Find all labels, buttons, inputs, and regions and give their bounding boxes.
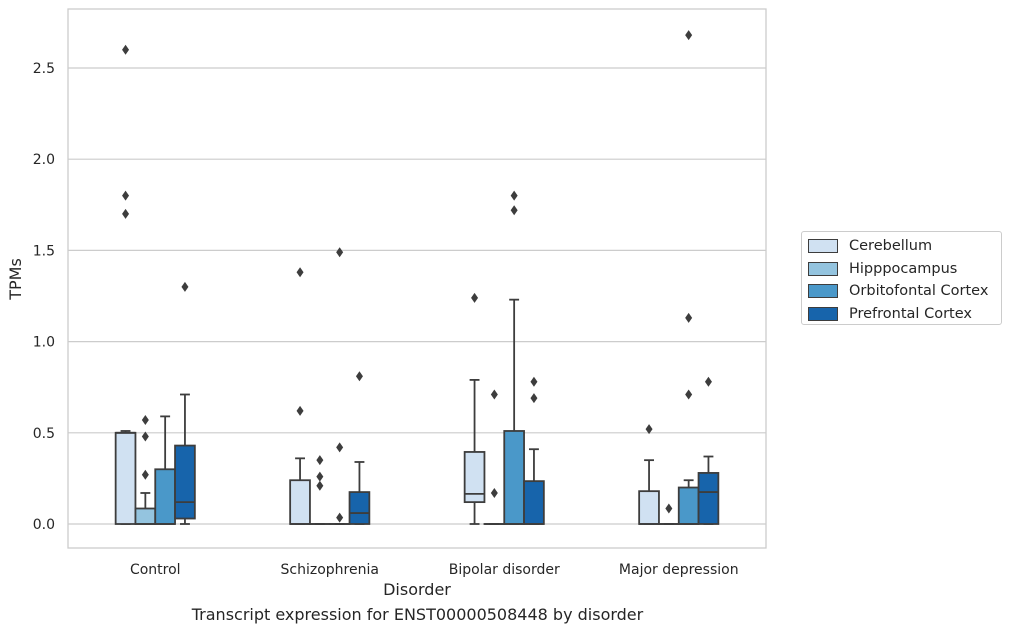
legend-item-hippocampus: Hipppocampus <box>808 258 1001 281</box>
outlier-point <box>181 281 189 292</box>
box <box>523 480 545 525</box>
y-tick-label: 2.0 <box>33 152 55 168</box>
outlier-point <box>530 393 538 404</box>
y-tick-label: 0.0 <box>33 517 55 533</box>
x-tick-label: Bipolar disorder <box>449 562 560 578</box>
outlier-point <box>685 389 693 400</box>
legend-label-hippocampus: Hipppocampus <box>849 260 958 277</box>
box <box>638 490 660 525</box>
box-group <box>289 267 311 525</box>
box-group <box>483 389 506 525</box>
outlier-point <box>336 442 344 453</box>
plot-area-frame <box>67 8 767 549</box>
box <box>463 451 486 504</box>
box-group <box>309 455 331 525</box>
box <box>154 468 176 525</box>
y-tick-label: 2.5 <box>33 61 55 77</box>
y-tick-label: 1.0 <box>33 335 55 351</box>
legend-item-prefrontal: Prefrontal Cortex <box>808 303 1001 326</box>
box <box>348 491 371 525</box>
box-group <box>114 44 137 525</box>
box <box>503 430 525 525</box>
legend-item-cerebellum: Cerebellum <box>808 235 1001 258</box>
legend-item-orbitofrontal: Orbitofontal Cortex <box>808 280 1001 303</box>
box-group <box>677 30 700 525</box>
outlier-point <box>316 455 324 466</box>
legend-swatch-prefrontal <box>808 306 838 321</box>
outlier-point <box>355 371 363 382</box>
legend-swatch-cerebellum <box>808 239 838 254</box>
outlier-point <box>471 292 479 303</box>
legend-swatch-hippocampus <box>808 261 838 276</box>
box-group <box>503 190 525 525</box>
box-group <box>658 503 680 525</box>
legend-label-cerebellum: Cerebellum <box>849 238 933 255</box>
box-group <box>463 292 486 525</box>
outlier-point <box>122 208 130 219</box>
box <box>114 431 137 525</box>
x-tick-labels: Control Schizophrenia Bipolar disorder Majo… <box>130 562 739 578</box>
outlier-point <box>141 415 149 426</box>
outlier-point <box>316 471 324 482</box>
outlier-point <box>316 480 324 491</box>
outlier-point <box>645 424 653 435</box>
x-tick-label: Control <box>130 562 181 578</box>
outlier-point <box>685 30 693 41</box>
x-tick-label: Schizophrenia <box>281 562 379 578</box>
outlier-point <box>141 431 149 442</box>
chart-caption: Transcript expression for ENST0000050844… <box>191 605 644 624</box>
box <box>289 479 311 525</box>
outlier-point <box>685 312 693 323</box>
outlier-point <box>490 389 498 400</box>
y-axis-label: TPMs <box>6 258 25 301</box>
box-group <box>348 371 371 525</box>
box-group <box>328 247 351 525</box>
box-group <box>638 424 660 525</box>
box-group <box>174 281 196 525</box>
x-axis-label: Disorder <box>383 580 451 599</box>
outlier-point <box>122 190 130 201</box>
y-tick-labels: 0.0 0.5 1.0 1.5 2.0 2.5 <box>33 61 55 533</box>
box-group <box>523 376 545 525</box>
outlier-point <box>296 405 304 416</box>
legend-label-prefrontal: Prefrontal Cortex <box>849 305 972 322</box>
outlier-point <box>296 267 304 278</box>
outlier-point <box>530 376 538 387</box>
box <box>174 444 196 520</box>
legend-swatch-orbitofrontal <box>808 284 838 299</box>
outlier-point <box>704 376 712 387</box>
outlier-point <box>336 247 344 258</box>
outlier-point <box>490 487 498 498</box>
legend: Cerebellum Hipppocampus Orbitofontal Cor… <box>801 231 1002 325</box>
outlier-point <box>122 44 130 55</box>
x-tick-label: Major depression <box>619 562 739 578</box>
legend-label-orbitofrontal: Orbitofontal Cortex <box>849 283 989 300</box>
outlier-point <box>510 190 518 201</box>
outlier-point <box>141 469 149 480</box>
box-group <box>134 415 157 525</box>
outlier-point <box>336 512 344 523</box>
box <box>697 472 720 525</box>
box-layer <box>114 30 720 525</box>
box <box>677 486 700 525</box>
outlier-point <box>510 205 518 216</box>
y-tick-label: 0.5 <box>33 426 55 442</box>
box-group <box>697 376 720 525</box>
outlier-point <box>665 503 673 514</box>
box <box>134 507 157 525</box>
box-group <box>154 415 176 525</box>
grid-lines <box>68 67 766 525</box>
y-tick-label: 1.5 <box>33 243 55 259</box>
